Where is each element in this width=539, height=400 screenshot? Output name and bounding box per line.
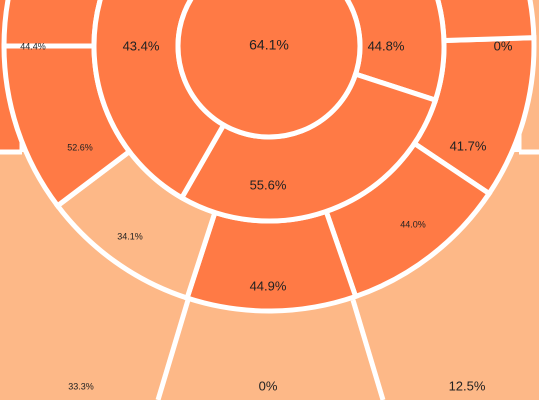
ring2-label: 44.0% bbox=[400, 219, 426, 229]
cell-divider bbox=[155, 299, 191, 400]
ring2-label: 41.7% bbox=[450, 138, 487, 153]
outer-cell bbox=[190, 300, 355, 400]
center-circle bbox=[175, 0, 363, 140]
ring1-label: 55.6% bbox=[250, 177, 287, 192]
outer-label: 0% bbox=[494, 38, 513, 53]
ring2-label: 52.6% bbox=[67, 142, 93, 152]
ring2-segment bbox=[1, 0, 537, 49]
center-label: 64.1% bbox=[249, 37, 289, 53]
outer-label: 12.5% bbox=[449, 378, 486, 393]
outer-label: 33.3% bbox=[68, 381, 94, 391]
outer-label: 44.4% bbox=[20, 41, 46, 51]
ring2-label: 34.1% bbox=[117, 231, 143, 241]
cell-divider bbox=[350, 299, 386, 400]
ring1-segment bbox=[344, 0, 447, 104]
ring1-label: 44.8% bbox=[368, 38, 405, 53]
ring2-label: 44.9% bbox=[250, 278, 287, 293]
outer-label: 0% bbox=[259, 378, 278, 393]
ring1-label: 43.4% bbox=[123, 38, 160, 53]
